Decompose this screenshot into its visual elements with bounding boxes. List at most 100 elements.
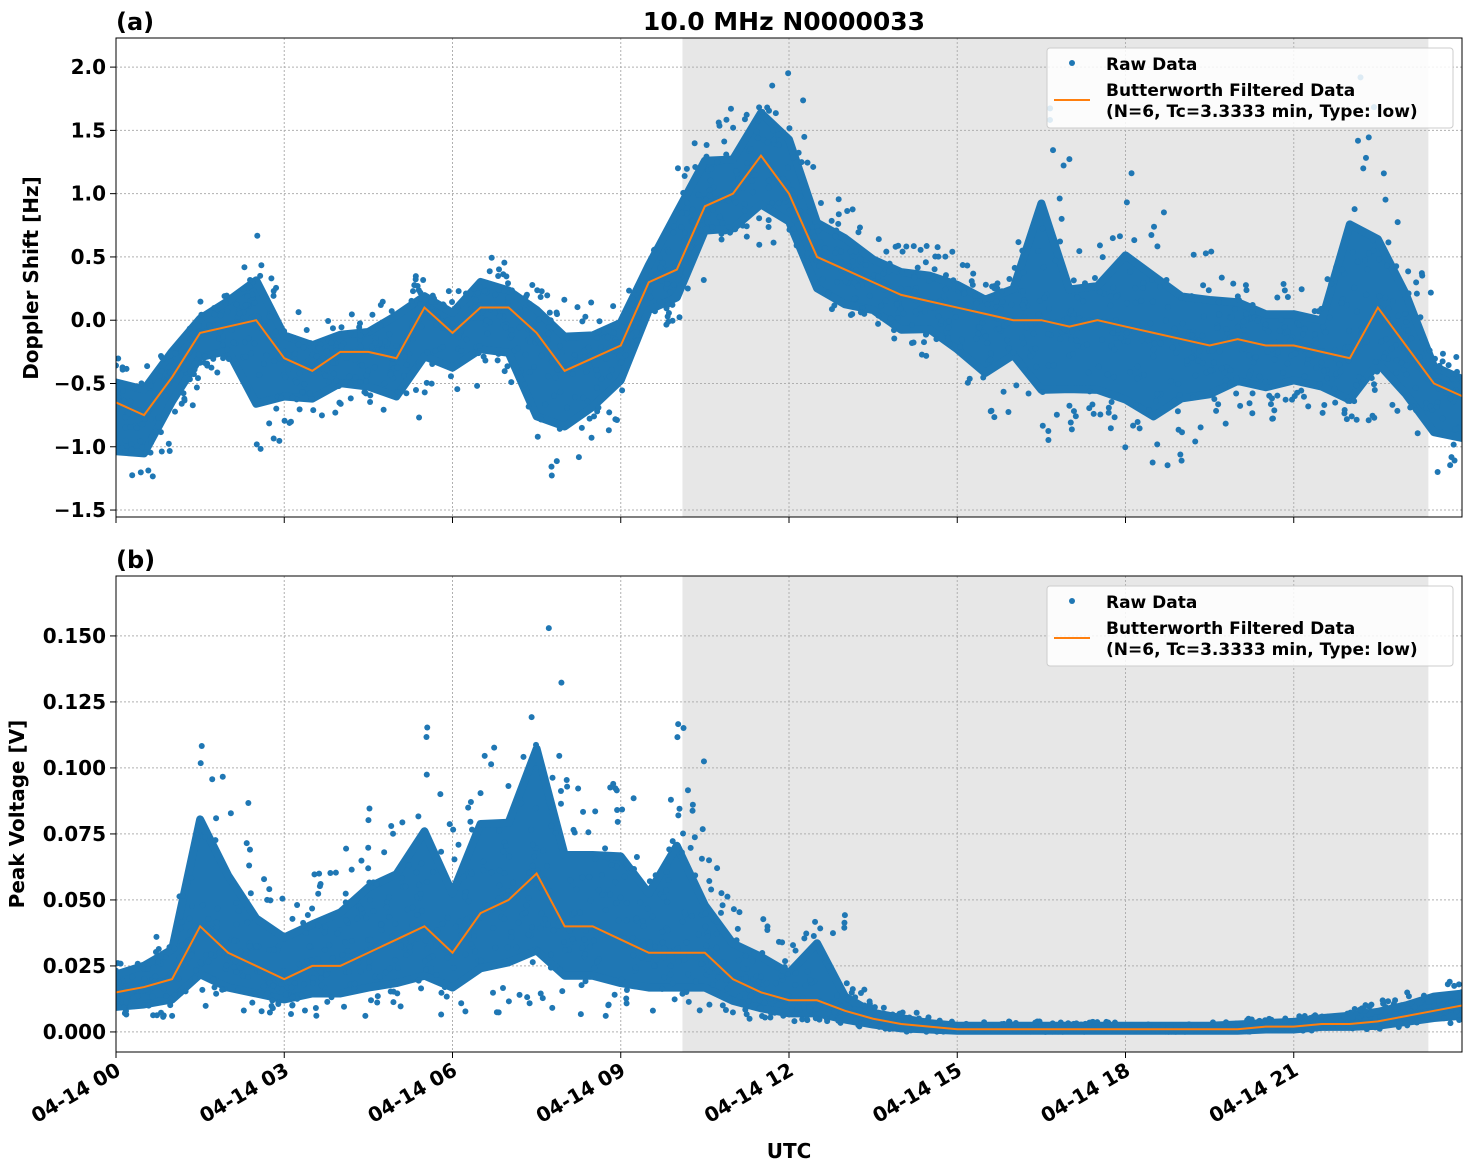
raw-data-point — [1337, 368, 1344, 375]
raw-data-point — [411, 282, 418, 289]
raw-data-point — [923, 243, 930, 250]
raw-data-point — [280, 967, 287, 974]
raw-data-point — [329, 955, 336, 962]
raw-data-point — [767, 995, 774, 1002]
raw-data-point — [713, 930, 720, 937]
raw-data-point — [733, 168, 740, 175]
raw-data-point — [1296, 339, 1303, 346]
x-tick-label: 04-14 15 — [868, 1058, 966, 1128]
raw-data-point — [352, 356, 359, 363]
raw-data-point — [882, 297, 889, 304]
raw-data-point — [678, 209, 685, 216]
raw-data-point — [837, 248, 844, 255]
raw-data-point — [476, 343, 483, 350]
raw-data-point — [212, 837, 219, 844]
raw-data-point — [684, 285, 691, 292]
raw-data-point — [1366, 1003, 1373, 1010]
raw-data-point — [1395, 312, 1402, 319]
raw-data-point — [240, 285, 247, 292]
raw-data-point — [1393, 357, 1400, 364]
raw-data-point — [661, 974, 668, 981]
raw-data-point — [1064, 315, 1071, 322]
raw-data-point — [1300, 393, 1307, 400]
raw-data-point — [1099, 254, 1106, 261]
raw-data-point — [1164, 462, 1171, 469]
raw-data-point — [409, 336, 416, 343]
raw-data-point — [628, 865, 635, 872]
raw-data-point — [686, 952, 693, 959]
raw-data-point — [1394, 219, 1401, 226]
raw-data-point — [772, 110, 779, 117]
raw-data-point — [784, 179, 791, 186]
raw-data-point — [495, 272, 502, 279]
raw-data-point — [1348, 413, 1355, 420]
raw-data-point — [889, 1011, 896, 1018]
raw-data-point — [150, 964, 157, 971]
raw-data-point — [1262, 321, 1269, 328]
raw-data-point — [325, 379, 332, 386]
raw-data-point — [1243, 311, 1250, 318]
raw-data-point — [312, 1005, 319, 1012]
raw-data-point — [667, 289, 674, 296]
raw-data-point — [134, 960, 141, 967]
raw-data-point — [605, 887, 612, 894]
raw-data-point — [366, 805, 373, 812]
raw-data-point — [418, 985, 425, 992]
raw-data-point — [534, 947, 541, 954]
raw-data-point — [365, 865, 372, 872]
raw-data-point — [1298, 1025, 1305, 1032]
raw-data-point — [532, 805, 539, 812]
raw-data-point — [123, 365, 130, 372]
raw-data-point — [181, 366, 188, 373]
raw-data-point — [825, 291, 832, 298]
raw-data-point — [793, 242, 800, 249]
raw-data-point — [688, 913, 695, 920]
raw-data-point — [804, 159, 811, 166]
raw-data-point — [1332, 1016, 1339, 1023]
raw-data-point — [898, 268, 905, 275]
raw-data-point — [1036, 297, 1043, 304]
raw-data-point — [791, 217, 798, 224]
raw-data-point — [557, 800, 564, 807]
raw-data-point — [945, 324, 952, 331]
raw-data-point — [1389, 401, 1396, 408]
raw-data-point — [1408, 1016, 1415, 1023]
legend-box — [1046, 47, 1454, 129]
raw-data-point — [343, 845, 350, 852]
raw-data-point — [329, 325, 336, 332]
raw-data-point — [847, 311, 854, 318]
raw-data-point — [1030, 330, 1037, 337]
raw-data-point — [574, 304, 581, 311]
raw-data-point — [1171, 325, 1178, 332]
raw-data-point — [544, 921, 551, 928]
raw-data-point — [451, 856, 458, 863]
raw-data-point — [914, 264, 921, 271]
raw-data-point — [269, 1005, 276, 1012]
raw-data-point — [246, 943, 253, 950]
raw-data-point — [853, 266, 860, 273]
raw-data-point — [441, 302, 448, 309]
raw-data-point — [557, 966, 564, 973]
raw-data-point — [472, 304, 479, 311]
raw-data-point — [650, 247, 657, 254]
raw-data-point — [1107, 293, 1114, 300]
raw-data-point — [1171, 397, 1178, 404]
raw-data-point — [298, 992, 305, 999]
raw-data-point — [367, 392, 374, 399]
raw-data-point — [1370, 247, 1377, 254]
raw-data-point — [266, 1009, 273, 1016]
raw-data-point — [899, 1009, 906, 1016]
raw-data-point — [862, 261, 869, 268]
raw-data-point — [640, 923, 647, 930]
raw-data-point — [797, 208, 804, 215]
raw-data-point — [1431, 1002, 1438, 1009]
raw-data-point — [370, 908, 377, 915]
raw-data-point — [319, 355, 326, 362]
legend-raw-label: Raw Data — [1106, 593, 1197, 613]
raw-data-point — [1086, 1019, 1093, 1026]
raw-data-point — [1353, 416, 1360, 423]
raw-data-point — [322, 924, 329, 931]
raw-data-point — [597, 344, 604, 351]
raw-data-point — [825, 963, 832, 970]
